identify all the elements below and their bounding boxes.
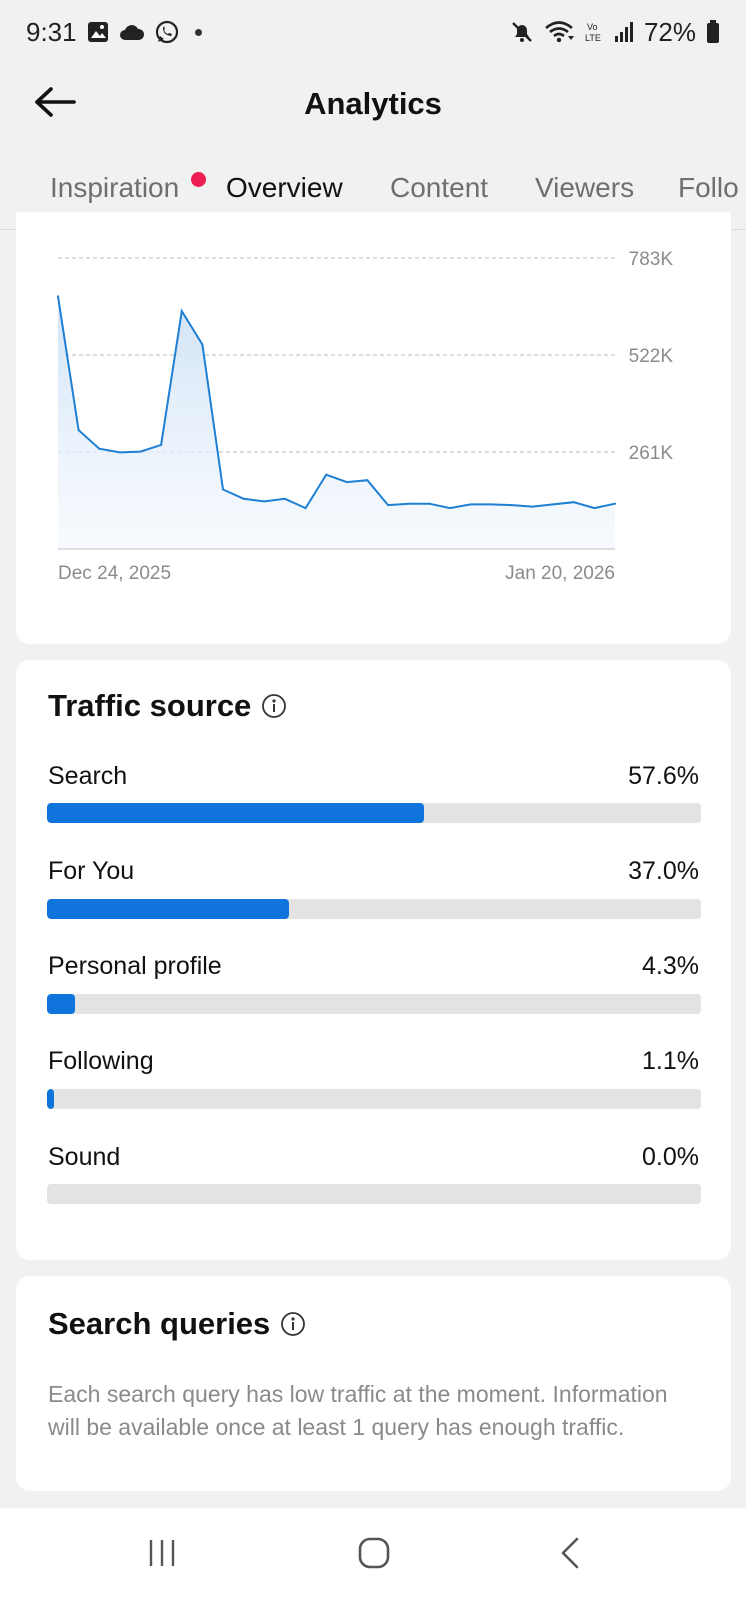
search-queries-title: Search queries (48, 1306, 271, 1341)
traffic-bar-fill (47, 899, 289, 919)
chart-point (98, 447, 101, 450)
chart-point (552, 503, 555, 506)
traffic-bar-track (47, 1184, 701, 1204)
tab-viewers[interactable]: Viewers (535, 172, 635, 203)
chart-area (58, 296, 615, 549)
back-button[interactable] (30, 82, 80, 126)
chart-point (572, 501, 575, 504)
traffic-bar-fill (47, 1089, 55, 1109)
notification-dot (191, 172, 206, 187)
chart-point (180, 310, 183, 313)
traffic-row-value: 57.6% (628, 762, 699, 790)
chart-point (283, 497, 286, 500)
dot-icon (194, 28, 202, 36)
x-tick-end: Jan 20, 2026 (505, 563, 615, 584)
chart-point (428, 502, 431, 505)
traffic-source-title: Traffic source (48, 688, 252, 723)
chart-point (325, 473, 328, 476)
traffic-row-value: 4.3% (642, 952, 699, 980)
info-icon[interactable] (261, 693, 287, 719)
chart-point (139, 450, 142, 453)
status-time: 9:31 (26, 16, 77, 47)
chart-point (77, 429, 80, 432)
arrow-left-icon (34, 86, 76, 123)
info-icon[interactable] (280, 1311, 306, 1337)
chart-point (407, 502, 410, 505)
chart-point (242, 497, 245, 500)
signal-icon (614, 21, 634, 43)
svg-text:Vo: Vo (587, 22, 598, 32)
chart-point (469, 503, 472, 506)
traffic-row-value: 0.0% (642, 1143, 699, 1171)
traffic-row-label: Personal profile (48, 952, 222, 980)
gallery-icon (87, 21, 109, 43)
wifi-icon (544, 20, 574, 44)
cloud-icon (119, 23, 145, 41)
header: Analytics (0, 64, 746, 144)
tab-content[interactable]: Content (390, 172, 489, 203)
chart-line (57, 296, 616, 510)
home-icon (357, 1536, 391, 1575)
x-tick-start: Dec 24, 2025 (58, 563, 171, 584)
svg-text:LTE: LTE (585, 33, 601, 43)
status-right: Vo LTE 72% (510, 17, 720, 48)
battery-icon (706, 20, 720, 44)
chart-point (510, 504, 513, 507)
page-title: Analytics (304, 86, 442, 121)
views-chart: 783K 522K 261K Dec 24, 2025 Jan 20, 2026 (57, 249, 674, 584)
chart-point (160, 443, 163, 446)
traffic-source-card: Traffic source Search 57.6% For You 37.0… (16, 660, 731, 1260)
search-queries-heading: Search queries (48, 1306, 306, 1342)
back-icon (558, 1536, 582, 1575)
traffic-row-label: For You (48, 857, 135, 885)
traffic-bar-track (47, 1089, 701, 1109)
chart-point (531, 505, 534, 508)
chart-point (201, 343, 204, 346)
chart-point (387, 504, 390, 507)
traffic-row-label: Sound (48, 1143, 121, 1171)
y-tick-label: 261K (629, 443, 674, 464)
system-nav-bar (0, 1508, 746, 1600)
y-tick-label: 783K (629, 249, 674, 270)
search-queries-description: Each search query has low traffic at the… (48, 1381, 668, 1440)
chart-point (118, 451, 121, 454)
traffic-bar-fill (47, 803, 424, 823)
chart-point (490, 503, 493, 506)
traffic-bar-track (47, 994, 701, 1014)
tab-inspiration[interactable]: Inspiration (50, 172, 180, 203)
traffic-row-value: 37.0% (628, 857, 699, 885)
chart-point (57, 295, 59, 298)
chart-point (366, 479, 369, 482)
chart-point (263, 500, 266, 503)
battery-percent: 72% (643, 16, 696, 47)
home-button[interactable] (344, 1530, 404, 1580)
traffic-row-label: Following (48, 1047, 154, 1075)
traffic-source-heading: Traffic source (48, 688, 287, 724)
traffic-bar-track (47, 899, 701, 919)
chart-point (345, 481, 348, 484)
traffic-row-value: 1.1% (642, 1047, 699, 1075)
status-bar: 9:31 Vo LTE 72% (0, 0, 746, 64)
traffic-bar-track (47, 803, 701, 823)
chart-point (222, 488, 225, 491)
views-chart-card: 783K 522K 261K Dec 24, 2025 Jan 20, 2026 (16, 212, 731, 644)
tab-overview[interactable]: Overview (226, 172, 343, 203)
tab-followers[interactable]: Follo (678, 172, 739, 203)
whatsapp-icon (155, 20, 179, 44)
chart-point (614, 502, 616, 505)
recents-icon (146, 1538, 178, 1573)
search-queries-card: Search queries Each search query has low… (16, 1276, 731, 1491)
chart-point (448, 507, 451, 510)
chart-point (593, 507, 596, 510)
mute-icon (510, 20, 534, 44)
chart-point (304, 507, 307, 510)
volte-icon: Vo LTE (584, 21, 604, 43)
y-tick-label: 522K (629, 346, 674, 367)
nav-back-button[interactable] (540, 1530, 600, 1580)
traffic-bar-fill (47, 994, 76, 1014)
traffic-row-label: Search (48, 762, 128, 790)
status-left: 9:31 (26, 17, 202, 48)
recents-button[interactable] (132, 1530, 192, 1580)
